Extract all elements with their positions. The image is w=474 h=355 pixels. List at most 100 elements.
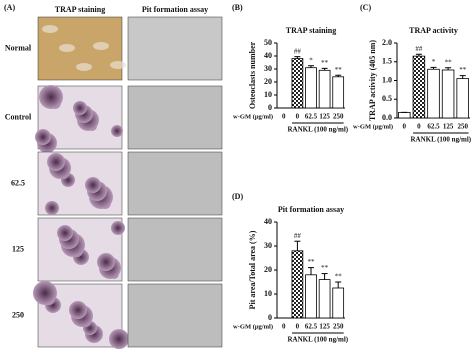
stain bbox=[57, 225, 73, 241]
y-tick-label: 0.5 bbox=[382, 94, 392, 103]
bar bbox=[398, 111, 411, 119]
annotation: * bbox=[432, 58, 436, 66]
pit-image bbox=[127, 16, 223, 81]
annotation: ** bbox=[321, 264, 329, 272]
x-tick-label: 0 bbox=[403, 123, 407, 131]
bar bbox=[291, 250, 304, 319]
y-tick-label: 10 bbox=[264, 289, 272, 298]
stain bbox=[73, 101, 87, 115]
pit-image bbox=[127, 85, 223, 150]
annotation: ** bbox=[308, 258, 316, 266]
stain bbox=[35, 129, 51, 145]
row-label: 125 bbox=[12, 244, 24, 253]
chart-title: Pit formation assay bbox=[278, 205, 344, 214]
y-tick-label: 1.0 bbox=[382, 75, 392, 84]
panel-label: (B) bbox=[232, 3, 243, 12]
annotation: ## bbox=[415, 45, 423, 53]
annotation: ** bbox=[335, 66, 343, 74]
x-tick-label: 0 bbox=[417, 123, 421, 131]
bar bbox=[318, 279, 331, 319]
x-prefix-label: w-GM (μg/ml) bbox=[233, 113, 273, 120]
annotation: ## bbox=[294, 47, 302, 55]
bar bbox=[318, 69, 331, 109]
y-tick-label: 50 bbox=[264, 38, 272, 47]
x-prefix-label: w-GM (μg/ml) bbox=[353, 123, 393, 130]
y-axis-label: Osteoclasts number bbox=[248, 41, 257, 109]
panel-label: (D) bbox=[232, 192, 243, 201]
y-tick-label: 30 bbox=[264, 64, 272, 73]
bar bbox=[456, 78, 469, 119]
x-tick-label: 250 bbox=[457, 123, 468, 131]
bar bbox=[305, 67, 317, 109]
y-tick-label: 40 bbox=[264, 217, 272, 226]
y-tick-label: 1.5 bbox=[382, 57, 392, 66]
y-tick-label: 40 bbox=[264, 51, 272, 60]
y-tick-label: 20 bbox=[264, 77, 272, 86]
row-label: 250 bbox=[12, 310, 24, 319]
pit-image bbox=[127, 151, 223, 216]
y-tick-label: 0 bbox=[268, 313, 272, 322]
stain bbox=[93, 42, 109, 50]
annotation: ** bbox=[321, 59, 329, 67]
stain bbox=[85, 177, 101, 193]
stain bbox=[47, 153, 65, 171]
stain bbox=[97, 253, 115, 271]
panel-label: (A) bbox=[4, 3, 15, 12]
x-tick-label: 0 bbox=[282, 113, 286, 121]
x-tick-label: 0 bbox=[282, 323, 286, 331]
stain bbox=[59, 44, 75, 52]
panel-label: (C) bbox=[360, 3, 371, 12]
row-label: 62.5 bbox=[11, 178, 25, 187]
bar bbox=[332, 76, 345, 109]
y-axis-label: TRAP activity (405 nm) bbox=[368, 40, 377, 121]
bar bbox=[412, 55, 426, 119]
row-label: Control bbox=[5, 112, 32, 121]
y-tick-label: 0.0 bbox=[382, 113, 392, 122]
stain bbox=[76, 63, 92, 71]
annotation: ** bbox=[445, 58, 453, 66]
annotation: * bbox=[309, 56, 313, 64]
stain bbox=[110, 61, 126, 69]
y-tick-label: 2.0 bbox=[382, 38, 392, 47]
x-tick-label: 62.5 bbox=[427, 123, 440, 131]
y-axis-label: Pit area/Total area (%) bbox=[248, 230, 257, 309]
annotation: ** bbox=[335, 273, 343, 281]
group-label: RANKL (100 ng/ml) bbox=[287, 336, 348, 344]
bar bbox=[427, 68, 440, 119]
bar bbox=[291, 58, 304, 109]
stain bbox=[109, 329, 129, 349]
x-prefix-label: w-GM (μg/ml) bbox=[233, 323, 273, 330]
stain bbox=[111, 221, 125, 235]
stain bbox=[111, 125, 123, 137]
stain bbox=[39, 85, 63, 109]
bar bbox=[332, 287, 345, 319]
pit-image bbox=[127, 283, 223, 348]
x-tick-label: 125 bbox=[443, 123, 454, 131]
stain bbox=[33, 281, 57, 305]
stain bbox=[45, 201, 59, 215]
y-tick-label: 20 bbox=[264, 265, 272, 274]
x-tick-label: 250 bbox=[333, 113, 344, 121]
group-label: RANKL (100 ng/ml) bbox=[287, 126, 348, 134]
x-tick-label: 0 bbox=[296, 113, 300, 121]
x-tick-label: 0 bbox=[296, 323, 300, 331]
group-label: RANKL (100 ng/ml) bbox=[410, 136, 471, 144]
chart-title: TRAP staining bbox=[286, 26, 336, 35]
annotation: ** bbox=[459, 66, 467, 74]
annotation: ## bbox=[294, 232, 302, 240]
panel-a: (A) TRAP staining Pit formation assay bbox=[4, 3, 208, 14]
y-tick-label: 30 bbox=[264, 241, 272, 250]
y-tick-label: 0 bbox=[268, 103, 272, 112]
y-tick-label: 10 bbox=[264, 90, 272, 99]
x-tick-label: 62.5 bbox=[305, 113, 318, 121]
row-label: Normal bbox=[5, 43, 32, 52]
bar bbox=[441, 69, 455, 119]
stain bbox=[69, 301, 87, 319]
x-tick-label: 62.5 bbox=[305, 323, 318, 331]
x-tick-label: 125 bbox=[319, 113, 330, 121]
x-tick-label: 125 bbox=[319, 323, 330, 331]
x-tick-label: 250 bbox=[333, 323, 344, 331]
column-title: Pit formation assay bbox=[142, 5, 208, 14]
pit-image bbox=[127, 217, 223, 282]
